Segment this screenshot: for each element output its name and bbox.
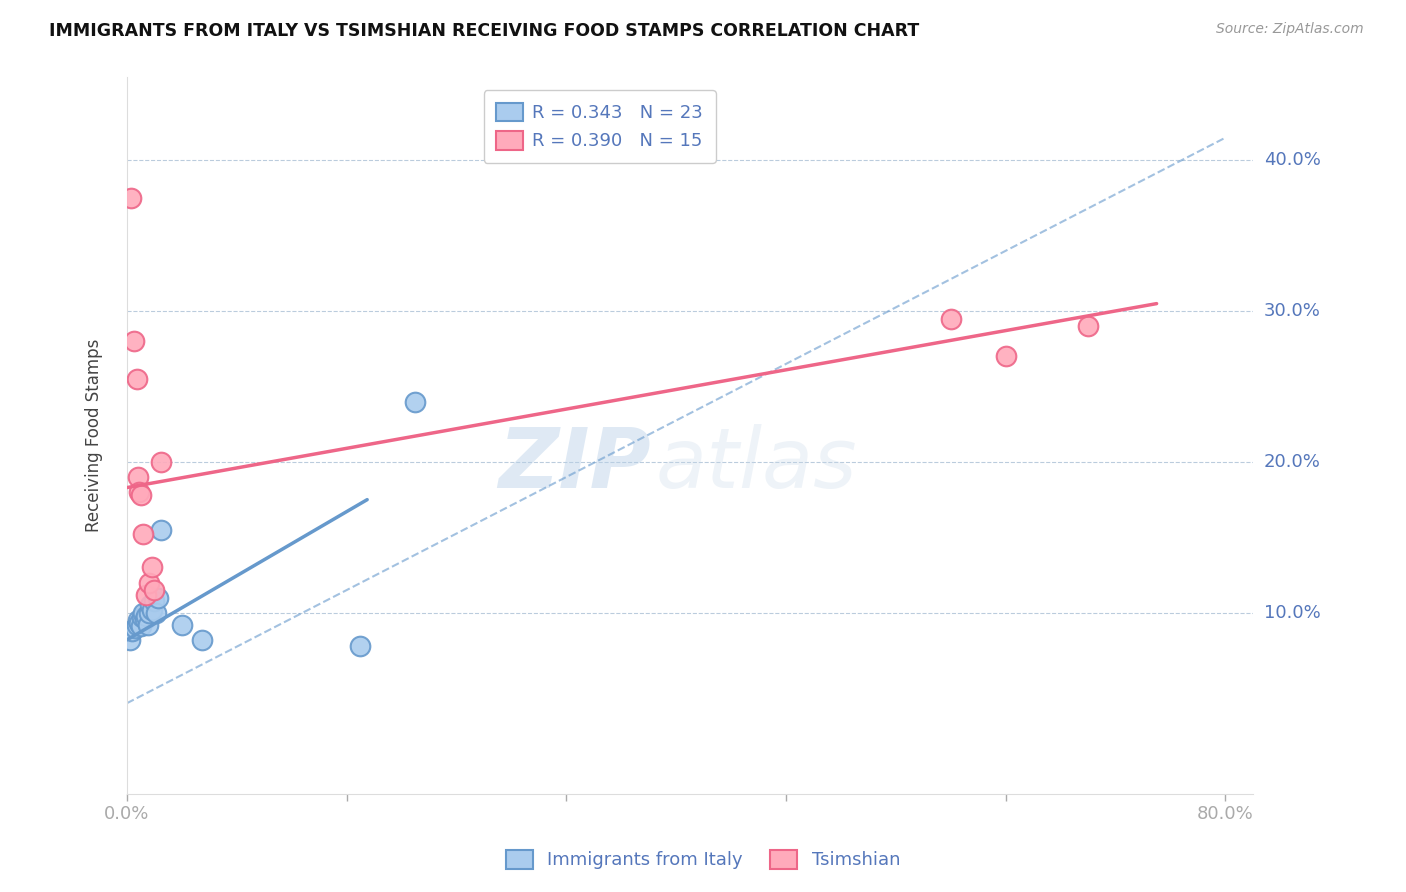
Legend: R = 0.343   N = 23, R = 0.390   N = 15: R = 0.343 N = 23, R = 0.390 N = 15 <box>484 90 716 163</box>
Point <box>134 612 156 626</box>
Point <box>127 613 149 627</box>
Point <box>128 485 150 500</box>
Y-axis label: Receiving Food Stamps: Receiving Food Stamps <box>86 339 103 533</box>
Point <box>349 639 371 653</box>
Point <box>129 488 152 502</box>
Point <box>143 583 166 598</box>
Text: 40.0%: 40.0% <box>1264 152 1320 169</box>
Point <box>125 372 148 386</box>
Point <box>170 617 193 632</box>
Point <box>141 603 163 617</box>
Text: 30.0%: 30.0% <box>1264 302 1320 320</box>
Point <box>145 606 167 620</box>
Text: ZIP: ZIP <box>498 424 651 505</box>
Point <box>125 617 148 632</box>
Point <box>120 191 142 205</box>
Point <box>138 606 160 620</box>
Point <box>404 394 426 409</box>
Point <box>132 527 155 541</box>
Text: 10.0%: 10.0% <box>1264 604 1320 622</box>
Legend: Immigrants from Italy, Tsimshian: Immigrants from Italy, Tsimshian <box>496 841 910 879</box>
Point <box>150 455 173 469</box>
Point <box>118 632 141 647</box>
Point <box>128 616 150 631</box>
Point <box>191 632 214 647</box>
Point <box>143 593 166 607</box>
Point <box>136 617 159 632</box>
Point <box>994 350 1017 364</box>
Point <box>148 591 170 605</box>
Point <box>135 588 157 602</box>
Point <box>122 334 145 349</box>
Point <box>131 610 153 624</box>
Text: IMMIGRANTS FROM ITALY VS TSIMSHIAN RECEIVING FOOD STAMPS CORRELATION CHART: IMMIGRANTS FROM ITALY VS TSIMSHIAN RECEI… <box>49 22 920 40</box>
Point <box>1077 319 1099 334</box>
Point <box>138 575 160 590</box>
Point <box>135 608 157 623</box>
Text: 20.0%: 20.0% <box>1264 453 1320 471</box>
Point <box>132 606 155 620</box>
Point <box>150 523 173 537</box>
Text: Source: ZipAtlas.com: Source: ZipAtlas.com <box>1216 22 1364 37</box>
Point <box>124 621 146 635</box>
Point <box>139 598 162 612</box>
Text: atlas: atlas <box>657 424 858 505</box>
Point <box>141 560 163 574</box>
Point <box>127 470 149 484</box>
Point <box>129 619 152 633</box>
Point <box>121 624 143 638</box>
Point <box>939 311 962 326</box>
